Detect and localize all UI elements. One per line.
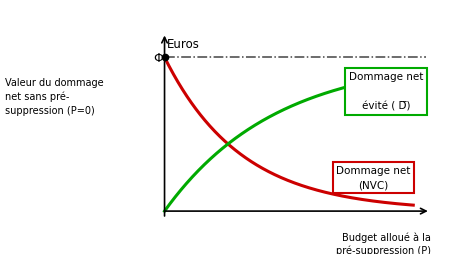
Text: Φ: Φ <box>154 52 164 65</box>
Text: Euros: Euros <box>167 38 200 51</box>
Text: Valeur du dommage
net sans pré-
suppression (P=0): Valeur du dommage net sans pré- suppress… <box>5 77 103 116</box>
Text: Budget alloué à la
pré-suppression (P): Budget alloué à la pré-suppression (P) <box>336 231 431 254</box>
Text: Dommage net
(NVC): Dommage net (NVC) <box>336 166 411 189</box>
Text: Dommage net

évité ( D̅): Dommage net évité ( D̅) <box>349 72 423 112</box>
